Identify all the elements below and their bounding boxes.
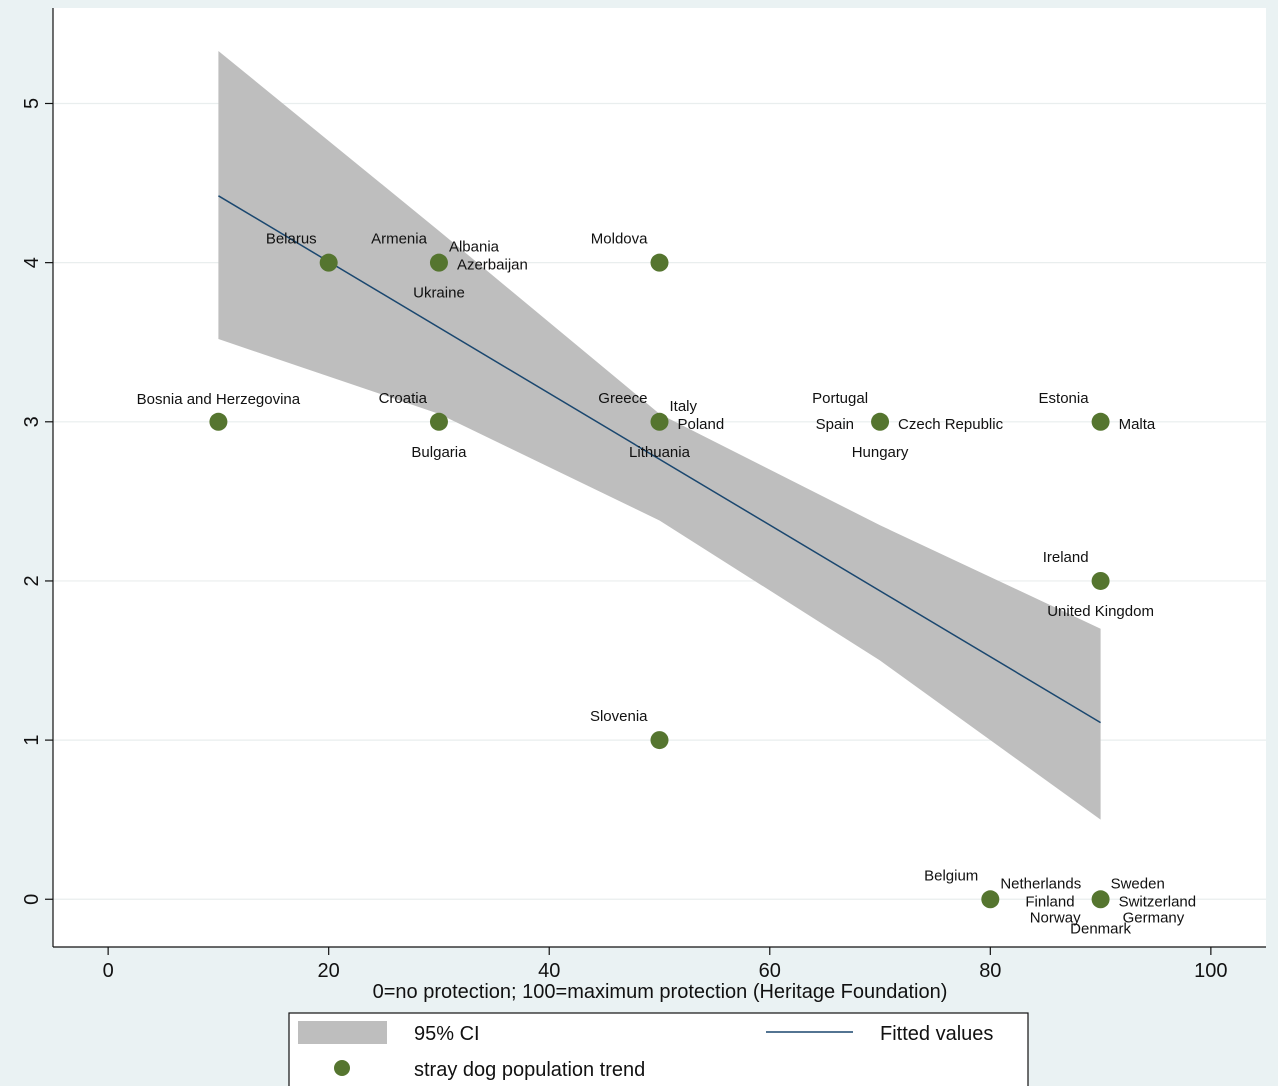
point-label: Hungary [852, 444, 909, 461]
data-point [1091, 890, 1110, 909]
data-point [429, 412, 448, 431]
point-label: Bosnia and Herzegovina [137, 391, 301, 408]
data-point [650, 731, 669, 750]
x-tick-label: 20 [318, 960, 340, 982]
data-points [209, 253, 1110, 909]
point-label: Poland [678, 416, 725, 433]
legend: 95% CI Fitted values stray dog populatio… [288, 1012, 1029, 1086]
x-tick-label: 40 [538, 960, 560, 982]
data-point [650, 412, 669, 431]
y-tick-label: 0 [21, 894, 43, 905]
legend-ci-label: 95% CI [414, 1023, 480, 1045]
point-label: Netherlands [1000, 875, 1081, 892]
ci-band [218, 50, 1101, 820]
data-point [871, 412, 890, 431]
point-label: Norway [1030, 909, 1081, 926]
point-label: Sweden [1111, 875, 1165, 892]
legend-marker-label: stray dog population trend [414, 1059, 645, 1081]
legend-fitted-label: Fitted values [880, 1023, 993, 1045]
point-label: Greece [598, 390, 647, 407]
point-label: Slovenia [590, 708, 648, 725]
x-axis-title: 0=no protection; 100=maximum protection … [373, 981, 948, 1003]
legend-ci-swatch [298, 1021, 387, 1044]
point-label: Bulgaria [411, 444, 467, 461]
point-label: Estonia [1039, 390, 1090, 407]
point-label: Armenia [371, 231, 428, 248]
point-label: Lithuania [629, 444, 691, 461]
y-tick-label: 1 [21, 735, 43, 746]
point-labels: Bosnia and Herzegovina Belarus Armenia Alba… [137, 231, 1196, 938]
point-label: Switzerland [1119, 893, 1197, 910]
data-point [429, 253, 448, 272]
point-label: Azerbaijan [457, 257, 528, 274]
point-label: Czech Republic [898, 416, 1004, 433]
y-axis: 0 1 2 3 4 5 [21, 98, 53, 905]
point-label: Germany [1123, 909, 1185, 926]
x-axis: 0 20 40 60 80 100 [103, 947, 1228, 982]
x-tick-label: 100 [1194, 960, 1227, 982]
point-label: Croatia [379, 390, 428, 407]
point-label: Ukraine [413, 285, 465, 302]
point-label: Moldova [591, 231, 648, 248]
point-label: Denmark [1070, 920, 1131, 937]
data-point [319, 253, 338, 272]
y-tick-label: 5 [21, 98, 43, 109]
point-label: Malta [1119, 416, 1156, 433]
point-label: Spain [816, 416, 854, 433]
point-label: Albania [449, 239, 500, 256]
y-tick-label: 2 [21, 575, 43, 586]
data-point [1091, 412, 1110, 431]
fitted-line [218, 195, 1101, 724]
point-label: Ireland [1043, 549, 1089, 566]
data-point [650, 253, 669, 272]
point-label: Portugal [812, 390, 868, 407]
y-tick-label: 3 [21, 416, 43, 427]
x-tick-label: 80 [979, 960, 1001, 982]
point-label: Finland [1025, 893, 1074, 910]
legend-box [288, 1012, 1029, 1086]
data-point [209, 412, 228, 431]
point-label: Belgium [924, 867, 978, 884]
x-tick-label: 60 [759, 960, 781, 982]
x-tick-label: 0 [103, 960, 114, 982]
point-label: Italy [670, 398, 698, 415]
y-tick-label: 4 [21, 257, 43, 268]
data-point [1091, 571, 1110, 590]
point-label: United Kingdom [1047, 603, 1154, 620]
data-point [981, 890, 1000, 909]
legend-marker-swatch [334, 1060, 350, 1076]
point-label: Belarus [266, 231, 317, 248]
